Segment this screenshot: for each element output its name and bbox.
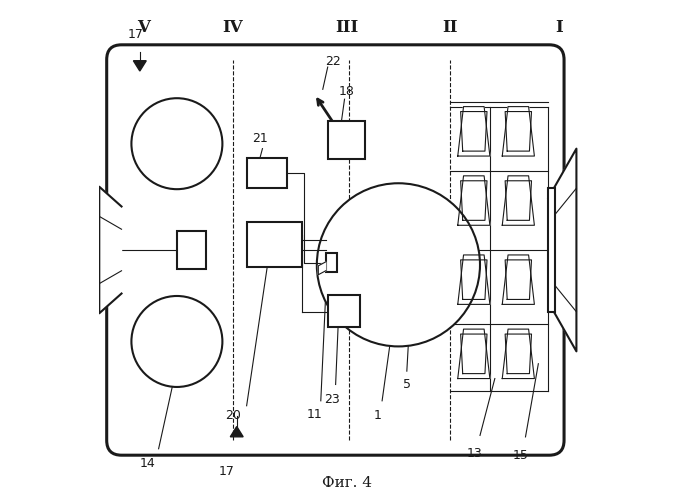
Polygon shape [133, 60, 146, 71]
Text: 23: 23 [324, 393, 340, 406]
Text: V: V [137, 19, 150, 36]
Circle shape [132, 98, 222, 189]
Polygon shape [502, 255, 534, 304]
Polygon shape [502, 329, 534, 378]
Circle shape [132, 296, 222, 387]
Text: Фиг. 4: Фиг. 4 [322, 476, 371, 490]
Text: 14: 14 [140, 457, 156, 470]
Bar [548, 188, 555, 312]
Polygon shape [548, 148, 577, 352]
Text: 18: 18 [339, 86, 354, 98]
Text: 1: 1 [374, 409, 381, 422]
Text: 15: 15 [513, 448, 529, 462]
Text: 13: 13 [466, 447, 482, 460]
Polygon shape [458, 106, 490, 156]
Text: 11: 11 [306, 408, 322, 420]
Polygon shape [318, 262, 326, 274]
Bar [247, 158, 287, 188]
Polygon shape [230, 426, 243, 437]
Text: 20: 20 [225, 409, 240, 422]
Text: 17: 17 [219, 465, 235, 478]
Polygon shape [458, 176, 490, 226]
Bar [247, 222, 302, 268]
Text: 22: 22 [325, 54, 340, 68]
Polygon shape [502, 176, 534, 226]
FancyBboxPatch shape [107, 45, 564, 455]
Text: IV: IV [222, 19, 243, 36]
Polygon shape [458, 329, 490, 378]
Circle shape [317, 183, 480, 346]
Text: II: II [443, 19, 458, 36]
Polygon shape [458, 255, 490, 304]
Text: 17: 17 [128, 28, 143, 42]
Polygon shape [99, 186, 121, 314]
Bar [326, 254, 337, 272]
Text: 21: 21 [252, 132, 268, 145]
Text: III: III [335, 19, 358, 36]
Bar [328, 122, 365, 158]
Bar [177, 231, 206, 269]
Text: I: I [555, 19, 563, 36]
Text: 5: 5 [403, 378, 411, 391]
Polygon shape [502, 106, 534, 156]
Bar [328, 294, 360, 326]
